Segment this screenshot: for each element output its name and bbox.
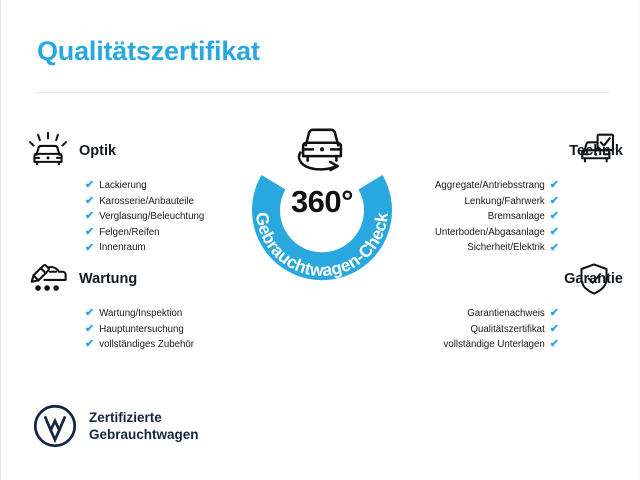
section-technik-title: Technik bbox=[569, 143, 623, 159]
list-item: ✔ Lackierung bbox=[85, 178, 235, 194]
section-technik-list: Aggregate/Antriebsstrang ✔ Lenkung/Fahrwe… bbox=[407, 178, 617, 256]
list-item-label: Felgen/Reifen bbox=[99, 226, 160, 238]
list-item-label: Wartung/Inspektion bbox=[99, 308, 183, 319]
section-wartung-list: ✔ Wartung/Inspektion ✔ Hauptuntersuchung ✔… bbox=[25, 306, 235, 353]
car-shine-icon bbox=[25, 131, 71, 171]
check-icon: ✔ bbox=[85, 210, 95, 223]
list-item: Aggregate/Antriebsstrang ✔ bbox=[407, 178, 559, 194]
car-checkbox-icon bbox=[571, 131, 617, 171]
list-item-label: Lackierung bbox=[99, 180, 147, 191]
list-item-label: Bremsanlage bbox=[487, 211, 545, 223]
section-optik-title-wrap: Optik bbox=[71, 142, 235, 160]
list-item-label: Verglasung/Beleuchtung bbox=[99, 211, 205, 223]
car-service-pen-icon bbox=[25, 259, 71, 299]
section-garantie-title-wrap: Garantie bbox=[407, 270, 623, 288]
badge-360-gebrauchtwagen-check: Gebrauchtwagen-Check 360° bbox=[234, 122, 410, 298]
list-item: ✔ Wartung/Inspektion bbox=[85, 306, 235, 322]
title-divider bbox=[35, 92, 609, 93]
section-optik-title: Optik bbox=[79, 143, 117, 159]
list-item: ✔ Innenraum bbox=[85, 240, 235, 256]
list-item-label: Garantienachweis bbox=[467, 308, 545, 319]
section-wartung-title: Wartung bbox=[79, 271, 138, 287]
volkswagen-logo bbox=[33, 404, 77, 448]
section-garantie-header: Garantie bbox=[407, 258, 623, 300]
list-item: Unterboden/Abgasanlage ✔ bbox=[407, 225, 559, 241]
list-item-label: Innenraum bbox=[99, 242, 146, 254]
check-icon: ✔ bbox=[549, 194, 559, 207]
list-item-label: Qualitätszertifikat bbox=[470, 323, 545, 335]
list-item-label: Hauptuntersuchung bbox=[99, 323, 184, 335]
footer-text: Zertifizierte Gebrauchtwagen bbox=[89, 409, 199, 443]
car-rotate-icon bbox=[286, 120, 358, 176]
check-icon: ✔ bbox=[549, 226, 559, 239]
list-item: Lenkung/Fahrwerk ✔ bbox=[407, 194, 559, 210]
section-technik-title-wrap: Technik bbox=[407, 142, 623, 160]
section-optik-header: Optik bbox=[25, 130, 235, 172]
list-item: Sicherheit/Elektrik ✔ bbox=[407, 240, 559, 256]
list-item-label: vollständige Unterlagen bbox=[443, 339, 545, 351]
list-item: ✔ Verglasung/Beleuchtung bbox=[85, 209, 235, 225]
list-item: ✔ Karosserie/Anbauteile bbox=[85, 194, 235, 210]
check-icon: ✔ bbox=[549, 210, 559, 223]
list-item: Garantienachweis ✔ bbox=[407, 306, 559, 322]
check-icon: ✔ bbox=[549, 241, 559, 254]
section-wartung: Wartung ✔ Wartung/Inspektion ✔ Hauptunters… bbox=[25, 258, 235, 353]
check-icon: ✔ bbox=[549, 179, 559, 192]
footer-brand: Zertifizierte Gebrauchtwagen bbox=[33, 404, 199, 448]
badge-center-label: 360° bbox=[290, 184, 354, 219]
badge-curved-label: Gebrauchtwagen-Check bbox=[252, 211, 392, 281]
badge-ring bbox=[252, 175, 392, 281]
section-wartung-title-wrap: Wartung bbox=[71, 270, 235, 288]
section-technik: Technik bbox=[407, 130, 623, 256]
list-item: ✔ vollständiges Zubehör bbox=[85, 337, 235, 353]
list-item: Bremsanlage ✔ bbox=[407, 209, 559, 225]
list-item-label: vollständiges Zubehör bbox=[99, 339, 194, 351]
section-technik-header: Technik bbox=[407, 130, 623, 172]
check-icon: ✔ bbox=[549, 338, 559, 351]
section-garantie-title: Garantie bbox=[564, 271, 623, 287]
check-icon: ✔ bbox=[549, 307, 559, 320]
list-item-label: Lenkung/Fahrwerk bbox=[464, 195, 545, 207]
section-optik-list: ✔ Lackierung ✔ Karosserie/Anbauteile ✔ Verg… bbox=[25, 178, 235, 256]
shield-check-icon bbox=[571, 259, 617, 299]
check-icon: ✔ bbox=[85, 241, 95, 254]
check-icon: ✔ bbox=[85, 307, 95, 320]
list-item-label: Sicherheit/Elektrik bbox=[467, 242, 545, 254]
list-item-label: Aggregate/Antriebsstrang bbox=[434, 180, 545, 191]
list-item: vollständige Unterlagen ✔ bbox=[407, 337, 559, 353]
check-icon: ✔ bbox=[549, 322, 559, 335]
list-item: Qualitätszertifikat ✔ bbox=[407, 322, 559, 338]
check-icon: ✔ bbox=[85, 179, 95, 192]
check-icon: ✔ bbox=[85, 322, 95, 335]
list-item: ✔ Felgen/Reifen bbox=[85, 225, 235, 241]
footer-line-2: Gebrauchtwagen bbox=[89, 427, 199, 442]
footer-line-1: Zertifizierte bbox=[89, 410, 162, 425]
section-garantie-list: Garantienachweis ✔ Qualitätszertifikat ✔ v… bbox=[407, 306, 617, 353]
section-garantie: Garantie Garantienachweis ✔ Qualitätszert… bbox=[407, 258, 623, 353]
list-item: ✔ Hauptuntersuchung bbox=[85, 322, 235, 338]
section-optik: Optik ✔ Lackierung ✔ Karosserie/Anbauteile… bbox=[25, 130, 235, 256]
check-icon: ✔ bbox=[85, 226, 95, 239]
list-item-label: Karosserie/Anbauteile bbox=[99, 195, 194, 207]
section-wartung-header: Wartung bbox=[25, 258, 235, 300]
check-icon: ✔ bbox=[85, 338, 95, 351]
check-icon: ✔ bbox=[85, 194, 95, 207]
list-item-label: Unterboden/Abgasanlage bbox=[434, 226, 545, 238]
page-title: Qualitätszertifikat bbox=[37, 36, 260, 66]
